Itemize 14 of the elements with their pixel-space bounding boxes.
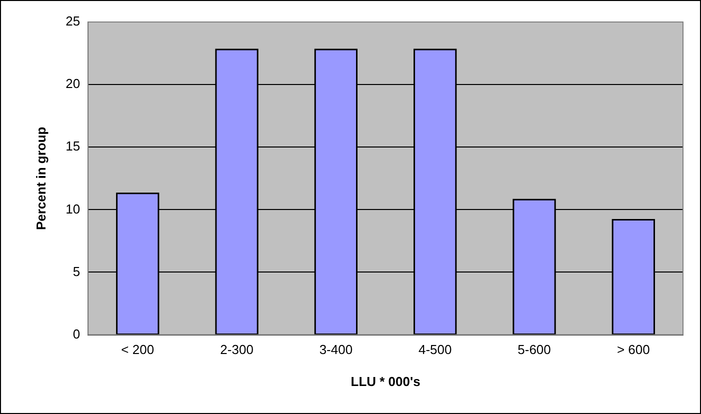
x-tick-label: 4-500 <box>418 342 452 358</box>
x-axis-title: LLU * 000's <box>350 374 420 389</box>
y-tick-label: 10 <box>66 201 80 216</box>
x-tick-label: 2-300 <box>220 342 254 358</box>
x-tick-label: > 600 <box>616 342 650 358</box>
y-tick-label: 20 <box>66 76 80 92</box>
y-tick-label: 25 <box>66 14 80 29</box>
y-axis-title: Percent in group <box>33 126 48 230</box>
x-tick-label: 3-400 <box>319 342 353 358</box>
y-tick-label: 5 <box>72 264 80 279</box>
x-tick-label: < 200 <box>121 342 154 358</box>
y-tick-label: 15 <box>66 138 80 154</box>
x-tick-label: 5-600 <box>518 342 551 358</box>
y-tick-label: 0 <box>72 326 80 342</box>
